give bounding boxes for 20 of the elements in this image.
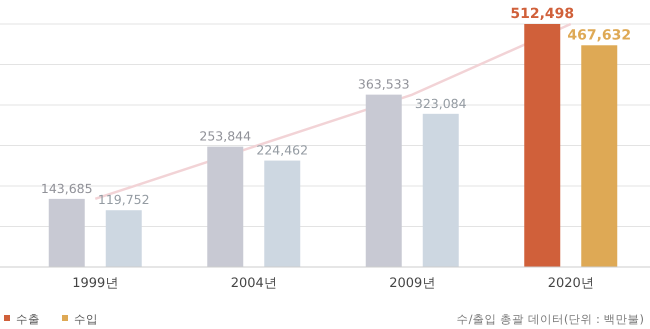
x-tick-label: 2020년: [548, 276, 594, 291]
data-label: 143,685: [40, 180, 93, 196]
data-label: 119,752: [98, 192, 150, 208]
data-label: 512,498: [510, 6, 574, 22]
x-tick-label: 1999년: [72, 276, 118, 291]
legend-label: 수입: [74, 312, 98, 326]
data-label: 323,084: [414, 96, 467, 111]
bar: [422, 114, 459, 267]
data-label: 363,533: [358, 76, 410, 92]
bar: [524, 24, 560, 267]
data-label: 467,632: [567, 27, 632, 44]
bar: [581, 45, 618, 267]
data-label: 253,844: [199, 128, 252, 144]
data-label: 224,462: [256, 142, 308, 158]
x-tick-label: 2009년: [389, 276, 436, 291]
legend-label: 수출: [16, 312, 40, 326]
bar: [106, 210, 142, 267]
text: 수/출입 총괄 데이터(단위 : 백만불): [456, 312, 644, 326]
bar: [264, 160, 300, 267]
x-tick-label: 2004년: [230, 276, 277, 291]
